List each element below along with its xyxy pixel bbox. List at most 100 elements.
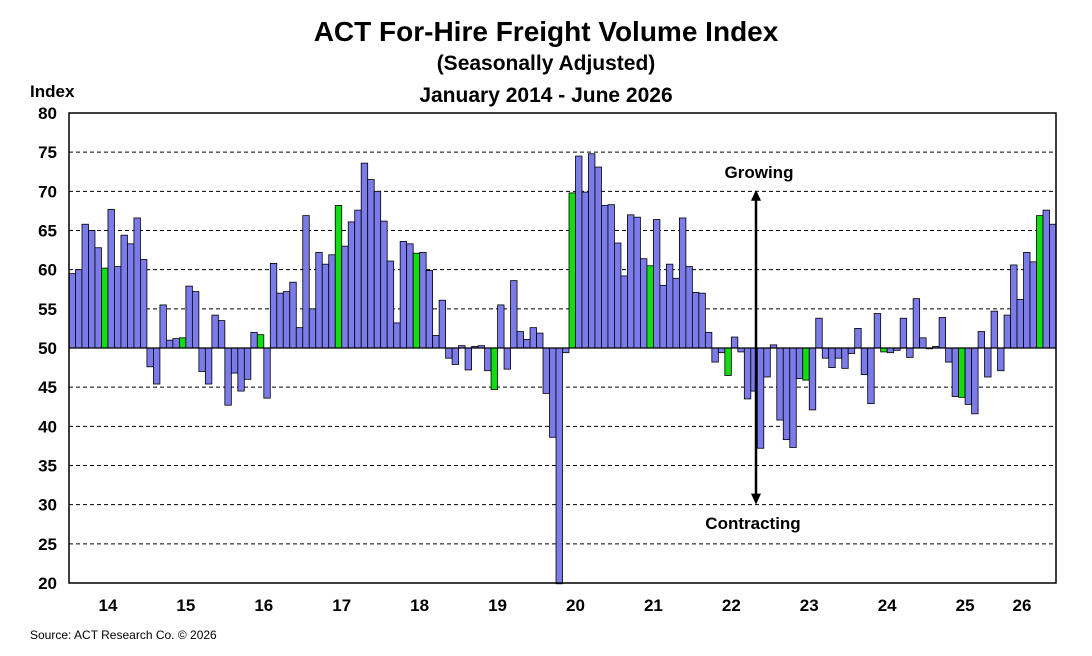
bar	[743, 347, 752, 400]
y-tick-label: 50	[38, 339, 57, 358]
bar	[542, 347, 550, 394]
arrow-down-head	[751, 493, 761, 505]
x-tick-labels: 14 15 16 17 18 19 20 21 22 23 24 25 26	[98, 596, 1031, 615]
bar	[984, 347, 992, 378]
x-tick-label: 20	[566, 596, 585, 615]
bar	[373, 190, 382, 349]
bar	[562, 347, 570, 354]
bar	[672, 277, 680, 349]
chart-date-range: January 2014 - June 2026	[419, 84, 673, 107]
bar	[529, 327, 537, 349]
y-tick-label: 80	[38, 104, 57, 123]
y-axis-label: Index	[30, 82, 75, 101]
bar	[523, 338, 531, 349]
bar	[302, 215, 310, 349]
plot-frame	[68, 112, 1057, 584]
bar	[815, 317, 823, 349]
bar	[1029, 261, 1037, 349]
plot-border	[68, 112, 1057, 584]
bar	[360, 162, 369, 349]
y-tick-label: 55	[38, 300, 57, 319]
bar	[114, 266, 122, 349]
bar	[250, 331, 258, 349]
bar	[568, 192, 576, 349]
bar	[516, 331, 524, 349]
y-tick-label: 45	[38, 378, 57, 397]
bar	[873, 313, 882, 349]
x-tick-label: 21	[644, 596, 663, 615]
y-tick-label: 40	[38, 417, 57, 436]
bar	[230, 347, 239, 374]
bar	[588, 153, 596, 349]
bar	[367, 179, 375, 349]
bar	[81, 223, 89, 349]
bar	[828, 347, 836, 368]
y-tick-label: 75	[38, 143, 57, 162]
x-tick-label: 22	[722, 596, 741, 615]
bar	[484, 347, 492, 372]
bar	[347, 221, 356, 349]
chart-subtitle: (Seasonally Adjusted)	[436, 52, 656, 75]
bar	[665, 263, 674, 349]
bar	[808, 347, 817, 411]
bar	[490, 347, 498, 390]
bar	[756, 347, 765, 449]
bar	[386, 260, 395, 349]
bar	[640, 258, 648, 349]
bar	[269, 262, 278, 349]
bar	[653, 219, 661, 349]
bar	[133, 217, 141, 349]
bar	[886, 347, 895, 354]
bar	[211, 314, 219, 349]
bar	[782, 347, 791, 441]
y-tick-label: 25	[38, 535, 57, 554]
bar	[276, 292, 284, 349]
bar	[282, 291, 291, 349]
bar	[354, 209, 362, 349]
bar	[854, 328, 862, 349]
bar	[919, 337, 927, 349]
y-tick-label: 20	[38, 574, 57, 593]
x-tick-label: 26	[1013, 596, 1032, 615]
bar	[1016, 299, 1024, 349]
bar	[549, 347, 557, 438]
bar	[971, 347, 979, 415]
bar	[445, 347, 453, 359]
y-tick-label: 30	[38, 496, 57, 515]
bar	[243, 347, 252, 380]
bar	[691, 291, 700, 349]
y-tick-label: 65	[38, 222, 57, 241]
bar	[198, 347, 206, 372]
x-tick-label: 18	[410, 596, 429, 615]
bar	[166, 339, 174, 349]
bar	[964, 347, 972, 405]
bar	[776, 347, 784, 421]
bar	[659, 284, 667, 349]
bar	[1049, 223, 1057, 349]
bar	[594, 166, 602, 349]
bar	[1042, 209, 1050, 349]
bar	[607, 204, 615, 349]
bar	[120, 234, 128, 349]
bar	[990, 310, 998, 349]
bar	[464, 347, 472, 371]
bar	[867, 347, 875, 405]
bar	[178, 337, 187, 349]
bar	[140, 259, 148, 349]
x-tick-label: 23	[800, 596, 819, 615]
bar	[503, 347, 511, 370]
bar	[321, 263, 330, 349]
contracting-label: Contracting	[705, 514, 800, 533]
y-tick-labels: 20 25 30 35 40 45 50 55 60 65 70 75 80	[38, 104, 57, 593]
bar	[497, 304, 505, 349]
bar	[724, 347, 732, 376]
bar	[94, 247, 102, 349]
bar	[380, 220, 388, 349]
bar	[997, 347, 1005, 372]
bar	[75, 269, 83, 349]
bar	[581, 191, 589, 349]
bar	[101, 267, 109, 349]
bar	[620, 275, 628, 349]
bar	[685, 266, 693, 349]
bar	[451, 347, 460, 365]
